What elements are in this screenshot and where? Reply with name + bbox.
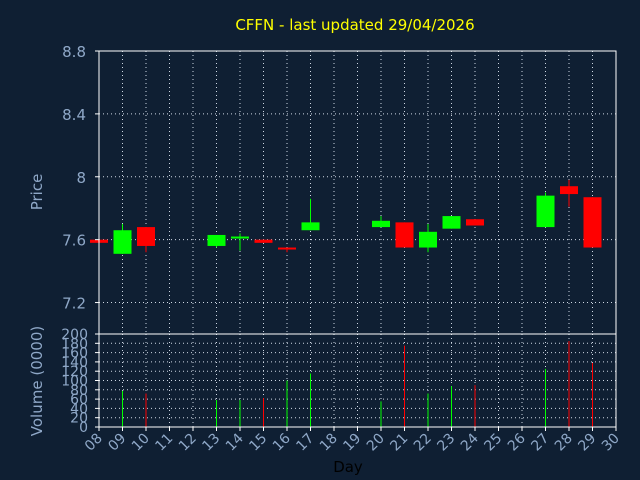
- candle-body: [583, 197, 602, 248]
- candle: [113, 223, 132, 254]
- candle: [301, 198, 320, 231]
- candle-body: [560, 186, 578, 195]
- candle-body: [536, 195, 555, 228]
- price-y-tick-label: 7.2: [62, 295, 86, 313]
- price-y-tick-label: 8.4: [62, 106, 86, 124]
- candle: [254, 239, 273, 243]
- price-y-tick-label: 7.6: [62, 232, 86, 250]
- volume-y-tick-label: 80: [70, 383, 88, 399]
- candle: [536, 192, 555, 228]
- candle-body: [137, 227, 155, 246]
- candle: [231, 233, 249, 251]
- volume-y-tick-label: 20: [70, 411, 88, 427]
- volume-y-tick-label: 40: [70, 401, 88, 417]
- price-y-tick-label: 8.8: [62, 43, 86, 61]
- volume-y-tick-label: 180: [61, 336, 88, 352]
- volume-y-tick-label: 160: [61, 346, 88, 362]
- candle-body: [113, 230, 132, 254]
- candle-body: [466, 219, 484, 226]
- candle: [442, 216, 461, 229]
- volume-y-tick-label: 60: [70, 392, 88, 408]
- candle: [560, 179, 578, 207]
- candle: [278, 247, 296, 253]
- price-candles: [90, 179, 602, 254]
- candle-body: [301, 222, 320, 231]
- candle-body: [442, 216, 461, 229]
- candle-body: [372, 220, 390, 228]
- price-axis: 7.2 7.6 8 8.4 8.8: [62, 43, 99, 313]
- candle-body: [231, 236, 249, 239]
- volume-y-tick-label: 100: [61, 374, 88, 390]
- volume-y-tick-label: 0: [79, 420, 88, 436]
- volume-y-tick-label: 200: [61, 327, 88, 343]
- price-y-tick-label: 8: [76, 169, 86, 187]
- volume-y-tick-label: 120: [61, 364, 88, 380]
- candle: [395, 222, 414, 248]
- candle: [583, 197, 602, 248]
- candle-body: [278, 247, 296, 250]
- candle-body: [207, 234, 226, 246]
- candle: [419, 223, 437, 253]
- candle: [466, 219, 484, 226]
- volume-axis-label: Volume (0000): [28, 326, 46, 436]
- candle-body: [254, 239, 273, 243]
- price-axis-label: Price: [28, 174, 46, 211]
- candle-body: [395, 222, 414, 248]
- volume-bars: [122, 340, 593, 427]
- candle: [372, 216, 390, 228]
- x-axis-label: Day: [333, 458, 363, 476]
- chart-title: CFFN - last updated 29/04/2026: [235, 16, 474, 34]
- candle: [207, 234, 226, 248]
- candle: [137, 227, 155, 253]
- volume-y-tick-label: 140: [61, 355, 88, 371]
- candle-body: [419, 231, 437, 248]
